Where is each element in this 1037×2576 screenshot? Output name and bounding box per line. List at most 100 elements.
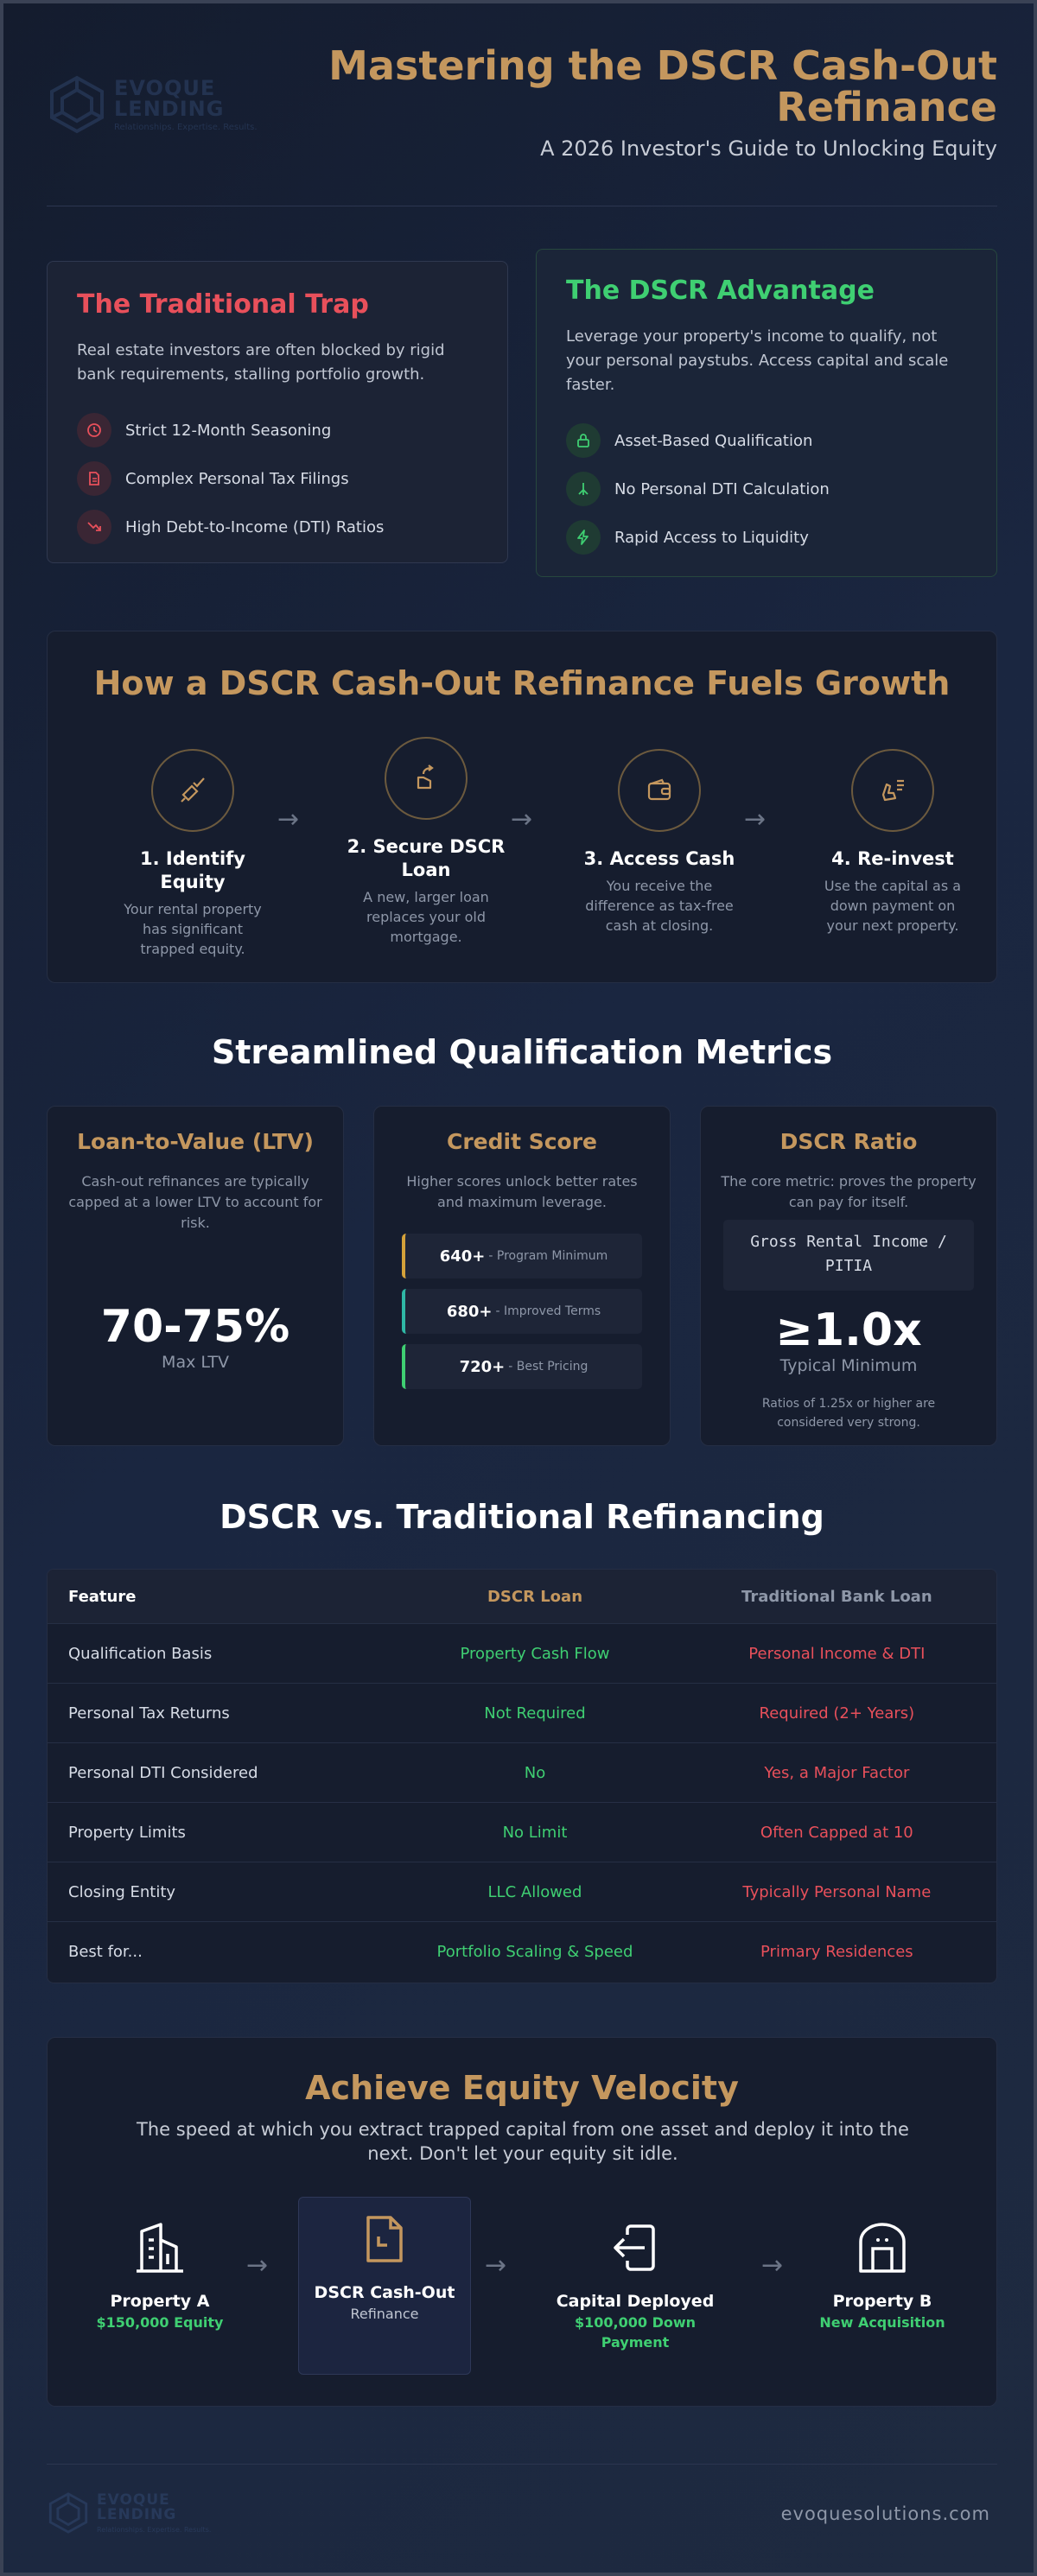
tag-check-icon <box>151 749 234 832</box>
lock-icon <box>566 423 601 458</box>
header: EVOQUE LENDING Relationships. Expertise.… <box>47 41 997 206</box>
arrow-right-icon: → <box>246 2250 269 2281</box>
table-cell: Qualification Basis <box>68 1644 213 1663</box>
dscr-title: DSCR Ratio <box>779 1129 918 1154</box>
growth-step-title: 3. Access Cash <box>583 848 735 869</box>
growth-step-title: 1. Identify Equity <box>139 848 245 892</box>
table-cell: No <box>524 1763 546 1782</box>
table-cell: Portfolio Scaling & Speed <box>436 1942 633 1961</box>
logo-cube-icon <box>48 2492 88 2534</box>
login-arrow-icon <box>614 2224 655 2271</box>
trap-item: High Debt-to-Income (DTI) Ratios <box>77 503 478 551</box>
velocity-step-value: $100,000 Down Payment <box>574 2314 697 2351</box>
velocity-step-value: New Acquisition <box>819 2314 945 2331</box>
growth-step: 1. Identify Equity Your rental property … <box>106 749 279 959</box>
advantage-item-label: No Personal DTI Calculation <box>614 479 830 498</box>
arrow-right-icon: → <box>485 2250 507 2281</box>
trap-item: Strict 12-Month Seasoning <box>77 406 478 454</box>
advantage-item-label: Rapid Access to Liquidity <box>614 528 809 547</box>
credit-tier: 680+ - Improved Terms <box>402 1289 642 1334</box>
credit-desc: Higher scores unlock better rates and ma… <box>406 1173 638 1210</box>
hand-list-icon <box>851 749 934 832</box>
credit-title: Credit Score <box>446 1129 598 1154</box>
credit-tier-label: - Program Minimum <box>488 1249 608 1263</box>
logo-cube-icon <box>50 75 104 134</box>
growth-step: 3. Access Cash You receive the differenc… <box>573 749 746 936</box>
comparison-table: Feature DSCR Loan Traditional Bank Loan … <box>47 1569 997 1983</box>
barn-icon <box>859 2223 906 2273</box>
dscr-advantage-card: The DSCR Advantage Leverage your propert… <box>536 249 997 577</box>
credit-score-card: Credit Score Higher scores unlock better… <box>373 1106 671 1446</box>
velocity-step-title: Property B <box>832 2292 932 2311</box>
advantage-item: Asset-Based Qualification <box>566 416 967 465</box>
dscr-note: Ratios of 1.25x or higher are considered… <box>761 1397 936 1430</box>
trap-title: The Traditional Trap <box>77 289 369 320</box>
ltv-sub: Max LTV <box>162 1353 229 1372</box>
refinance-highlight-box <box>298 2197 471 2375</box>
growth-step-desc: You receive the difference as tax-free c… <box>585 878 734 934</box>
arrow-right-icon: → <box>511 804 533 834</box>
credit-tier-label: - Improved Terms <box>495 1304 601 1318</box>
footer-url-link[interactable]: evoquesolutions.com <box>780 2503 990 2524</box>
credit-tier-label: - Best Pricing <box>508 1360 588 1374</box>
table-cell: Yes, a Major Factor <box>764 1763 910 1782</box>
metrics-title: Streamlined Qualification Metrics <box>211 1033 833 1071</box>
arrow-right-icon: → <box>761 2250 784 2281</box>
lightning-icon <box>566 520 601 555</box>
table-cell: Primary Residences <box>760 1942 913 1961</box>
trap-item-label: High Debt-to-Income (DTI) Ratios <box>125 517 385 536</box>
velocity-step-value: $150,000 Equity <box>96 2314 224 2331</box>
table-row: Property Limits No Limit Often Capped at… <box>48 1802 996 1862</box>
velocity-step-title: DSCR Cash-Out <box>314 2283 455 2302</box>
velocity-title: Achieve Equity Velocity <box>305 2069 739 2107</box>
clock-icon <box>77 413 111 447</box>
velocity-step-title: Property A <box>110 2292 210 2311</box>
dscr-value: ≥1.0x <box>775 1304 922 1356</box>
trend-down-icon <box>77 510 111 544</box>
footer-divider <box>47 2464 997 2465</box>
split-icon <box>566 472 601 506</box>
dscr-desc: The core metric: proves the property can… <box>721 1173 977 1210</box>
table-cell: Not Required <box>484 1704 586 1723</box>
growth-step: 2. Secure DSCR Loan A new, larger loan r… <box>340 737 512 947</box>
trap-item: Complex Personal Tax Filings <box>77 454 478 503</box>
table-row: Best for... Portfolio Scaling & Speed Pr… <box>48 1921 996 1981</box>
arrow-right-icon: → <box>744 804 767 834</box>
velocity-step-sub: Refinance <box>350 2306 419 2322</box>
page-subtitle: A 2026 Investor's Guide to Unlocking Equ… <box>540 136 997 161</box>
velocity-lead: The speed at which you extract trapped c… <box>137 2119 909 2164</box>
growth-step-desc: A new, larger loan replaces your old mor… <box>363 889 489 945</box>
velocity-step: Property A $150,000 Equity <box>73 2219 246 2332</box>
footer-logo-word-2: LENDING <box>97 2505 177 2523</box>
ltv-title: Loan-to-Value (LTV) <box>77 1129 314 1154</box>
table-cell: Personal Income & DTI <box>748 1644 926 1663</box>
table-cell: No Limit <box>502 1823 568 1842</box>
trap-item-label: Complex Personal Tax Filings <box>125 469 349 488</box>
document-icon <box>77 461 111 496</box>
table-row: Personal Tax Returns Not Required Requir… <box>48 1683 996 1742</box>
logo-word-2: LENDING <box>114 96 225 121</box>
building-icon <box>137 2223 183 2273</box>
wallet-icon <box>618 749 701 832</box>
velocity-step-title: Capital Deployed <box>556 2292 715 2311</box>
dscr-formula-line-2: PITIA <box>824 1257 873 1275</box>
credit-tier-score: 720+ <box>459 1357 506 1376</box>
advantage-item: No Personal DTI Calculation <box>566 465 967 513</box>
table-row: Qualification Basis Property Cash Flow P… <box>48 1623 996 1683</box>
ltv-value: 70-75% <box>100 1301 290 1353</box>
equity-velocity-section: Achieve Equity Velocity The speed at whi… <box>47 2037 997 2407</box>
growth-step-desc: Your rental property has significant tra… <box>124 901 262 957</box>
footer-logo-word-1: EVOQUE <box>97 2490 170 2509</box>
company-logo: EVOQUE LENDING Relationships. Expertise.… <box>47 74 258 135</box>
advantage-item-label: Asset-Based Qualification <box>614 431 813 450</box>
dscr-sub: Typical Minimum <box>779 1356 918 1375</box>
table-header-cell: Traditional Bank Loan <box>741 1587 932 1606</box>
table-cell: Closing Entity <box>68 1882 176 1901</box>
dscr-ratio-card: DSCR Ratio The core metric: proves the p… <box>700 1106 997 1446</box>
footer-logo: EVOQUE LENDING Relationships. Expertise.… <box>47 2491 211 2535</box>
growth-step: 4. Re-invest Use the capital as a down p… <box>806 749 979 936</box>
velocity-step: Capital Deployed $100,000 Down Payment <box>549 2219 722 2352</box>
credit-tier-score: 680+ <box>446 1302 493 1321</box>
ltv-card: Loan-to-Value (LTV) Cash-out refinances … <box>47 1106 344 1446</box>
table-cell: Best for... <box>68 1942 143 1961</box>
